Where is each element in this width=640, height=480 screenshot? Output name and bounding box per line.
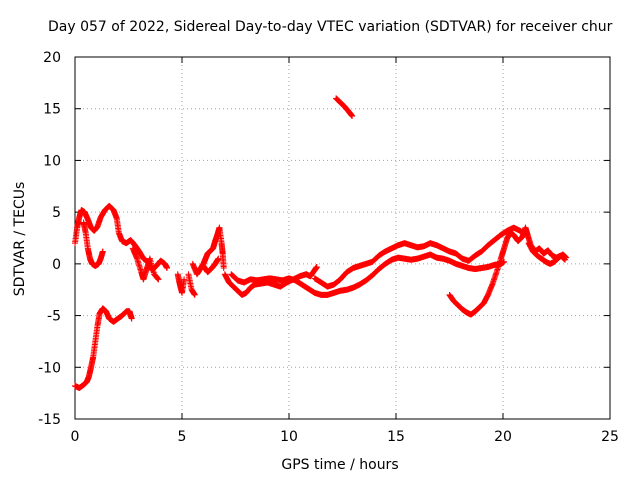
y-axis-label: SDTVAR / TECUs — [12, 181, 28, 297]
x-tick-label: 0 — [71, 429, 80, 445]
y-tick-label: 15 — [43, 102, 61, 118]
x-tick-label: 15 — [387, 429, 405, 445]
data-point — [349, 112, 356, 119]
x-axis-label: GPS time / hours — [281, 457, 399, 473]
data-point — [220, 264, 227, 271]
data-point — [164, 264, 171, 271]
y-tick-label: 20 — [43, 50, 61, 66]
y-tick-label: -10 — [38, 360, 61, 376]
x-tick-label: 25 — [601, 429, 619, 445]
data-point — [563, 254, 570, 261]
y-tick-label: 5 — [52, 205, 61, 221]
grid-lines — [75, 57, 610, 419]
chart-title: Day 057 of 2022, Sidereal Day-to-day VTE… — [48, 19, 613, 35]
data-points — [72, 95, 570, 391]
data-point — [313, 263, 320, 270]
data-point — [99, 248, 106, 255]
x-tick-label: 20 — [494, 429, 512, 445]
data-point — [191, 291, 198, 298]
data-point — [215, 255, 222, 262]
data-point — [128, 315, 135, 322]
y-tick-label: 0 — [52, 257, 61, 273]
x-tick-label: 5 — [178, 429, 187, 445]
y-tick-label: 10 — [43, 153, 61, 169]
x-tick-labels: 0 5 10 15 20 25 — [71, 429, 619, 445]
y-tick-label: -15 — [38, 412, 61, 428]
data-point — [181, 276, 188, 283]
data-point — [155, 276, 162, 283]
y-tick-labels: -15 -10 -5 0 5 10 15 20 — [38, 50, 61, 428]
x-tick-label: 10 — [280, 429, 298, 445]
y-tick-label: -5 — [47, 309, 61, 325]
